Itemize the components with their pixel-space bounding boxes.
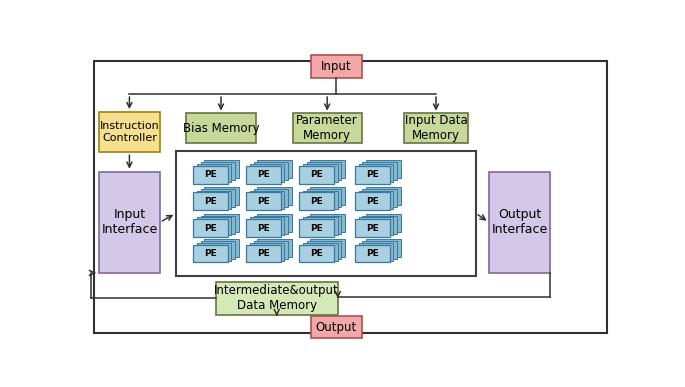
Text: PE: PE [204,197,216,206]
Bar [310,239,345,257]
Bar [246,166,281,183]
Text: PE: PE [366,197,379,206]
Bar [99,112,160,152]
Text: Input: Input [321,60,352,73]
Bar [311,55,362,78]
Bar [250,243,284,261]
Bar [253,162,288,180]
Text: PE: PE [366,249,379,258]
Bar [204,239,239,257]
Bar [193,166,227,183]
Text: Output: Output [316,321,357,334]
Text: PE: PE [204,170,216,179]
Bar [258,187,292,205]
Bar [307,162,341,180]
Text: Input Data
Memory: Input Data Memory [405,115,467,142]
Bar [310,160,345,178]
Text: Input
Interface: Input Interface [101,208,158,236]
Bar [355,192,390,211]
Bar [366,239,401,257]
Bar [362,216,397,234]
Text: PE: PE [257,197,270,206]
Bar [299,219,334,237]
Bar [204,214,239,232]
Text: PE: PE [310,224,323,233]
Bar [303,217,338,235]
Bar [193,245,227,262]
Bar [216,282,338,315]
Bar [204,187,239,205]
Bar [359,164,393,182]
Bar [250,191,284,209]
Bar [204,160,239,178]
Bar [292,113,362,143]
Bar [362,162,397,180]
Bar [299,192,334,211]
Text: Parameter
Memory: Parameter Memory [297,115,358,142]
Text: PE: PE [366,224,379,233]
Bar [253,216,288,234]
Bar [246,192,281,211]
Bar [303,243,338,261]
Text: PE: PE [310,197,323,206]
Bar [99,171,160,273]
Bar [355,219,390,237]
Text: PE: PE [204,249,216,258]
Bar [359,217,393,235]
Bar [307,216,341,234]
Bar [359,243,393,261]
Bar [362,241,397,259]
Bar [176,151,476,276]
Bar [201,241,235,259]
Bar [246,219,281,237]
Bar [489,171,550,273]
Bar [359,191,393,209]
Bar [201,162,235,180]
Bar [186,113,256,143]
Text: PE: PE [310,170,323,179]
Bar [250,164,284,182]
Bar [303,191,338,209]
Bar [197,217,232,235]
Bar [201,189,235,207]
Bar [366,214,401,232]
Bar [366,160,401,178]
Text: Output
Interface: Output Interface [492,208,548,236]
Bar [201,216,235,234]
Text: PE: PE [366,170,379,179]
Bar [307,189,341,207]
Bar [355,166,390,183]
Text: Intermediate&output
Data Memory: Intermediate&output Data Memory [214,284,339,312]
Bar [362,189,397,207]
Bar [197,243,232,261]
Bar [193,192,227,211]
Text: PE: PE [204,224,216,233]
Bar [311,316,362,339]
Bar [197,164,232,182]
Text: PE: PE [257,249,270,258]
Bar [299,166,334,183]
Bar [246,245,281,262]
Bar [404,113,468,143]
Bar [258,214,292,232]
Bar [366,187,401,205]
Text: PE: PE [257,170,270,179]
Bar [310,214,345,232]
Bar [253,241,288,259]
Bar [299,245,334,262]
Bar [197,191,232,209]
Bar [303,164,338,182]
Text: Instruction
Controller: Instruction Controller [99,121,160,143]
Text: Bias Memory: Bias Memory [183,122,260,135]
Bar [253,189,288,207]
Text: PE: PE [310,249,323,258]
Bar [258,239,292,257]
Text: PE: PE [257,224,270,233]
Bar [310,187,345,205]
Bar [258,160,292,178]
Bar [355,245,390,262]
Bar [250,217,284,235]
Bar [193,219,227,237]
Bar [307,241,341,259]
